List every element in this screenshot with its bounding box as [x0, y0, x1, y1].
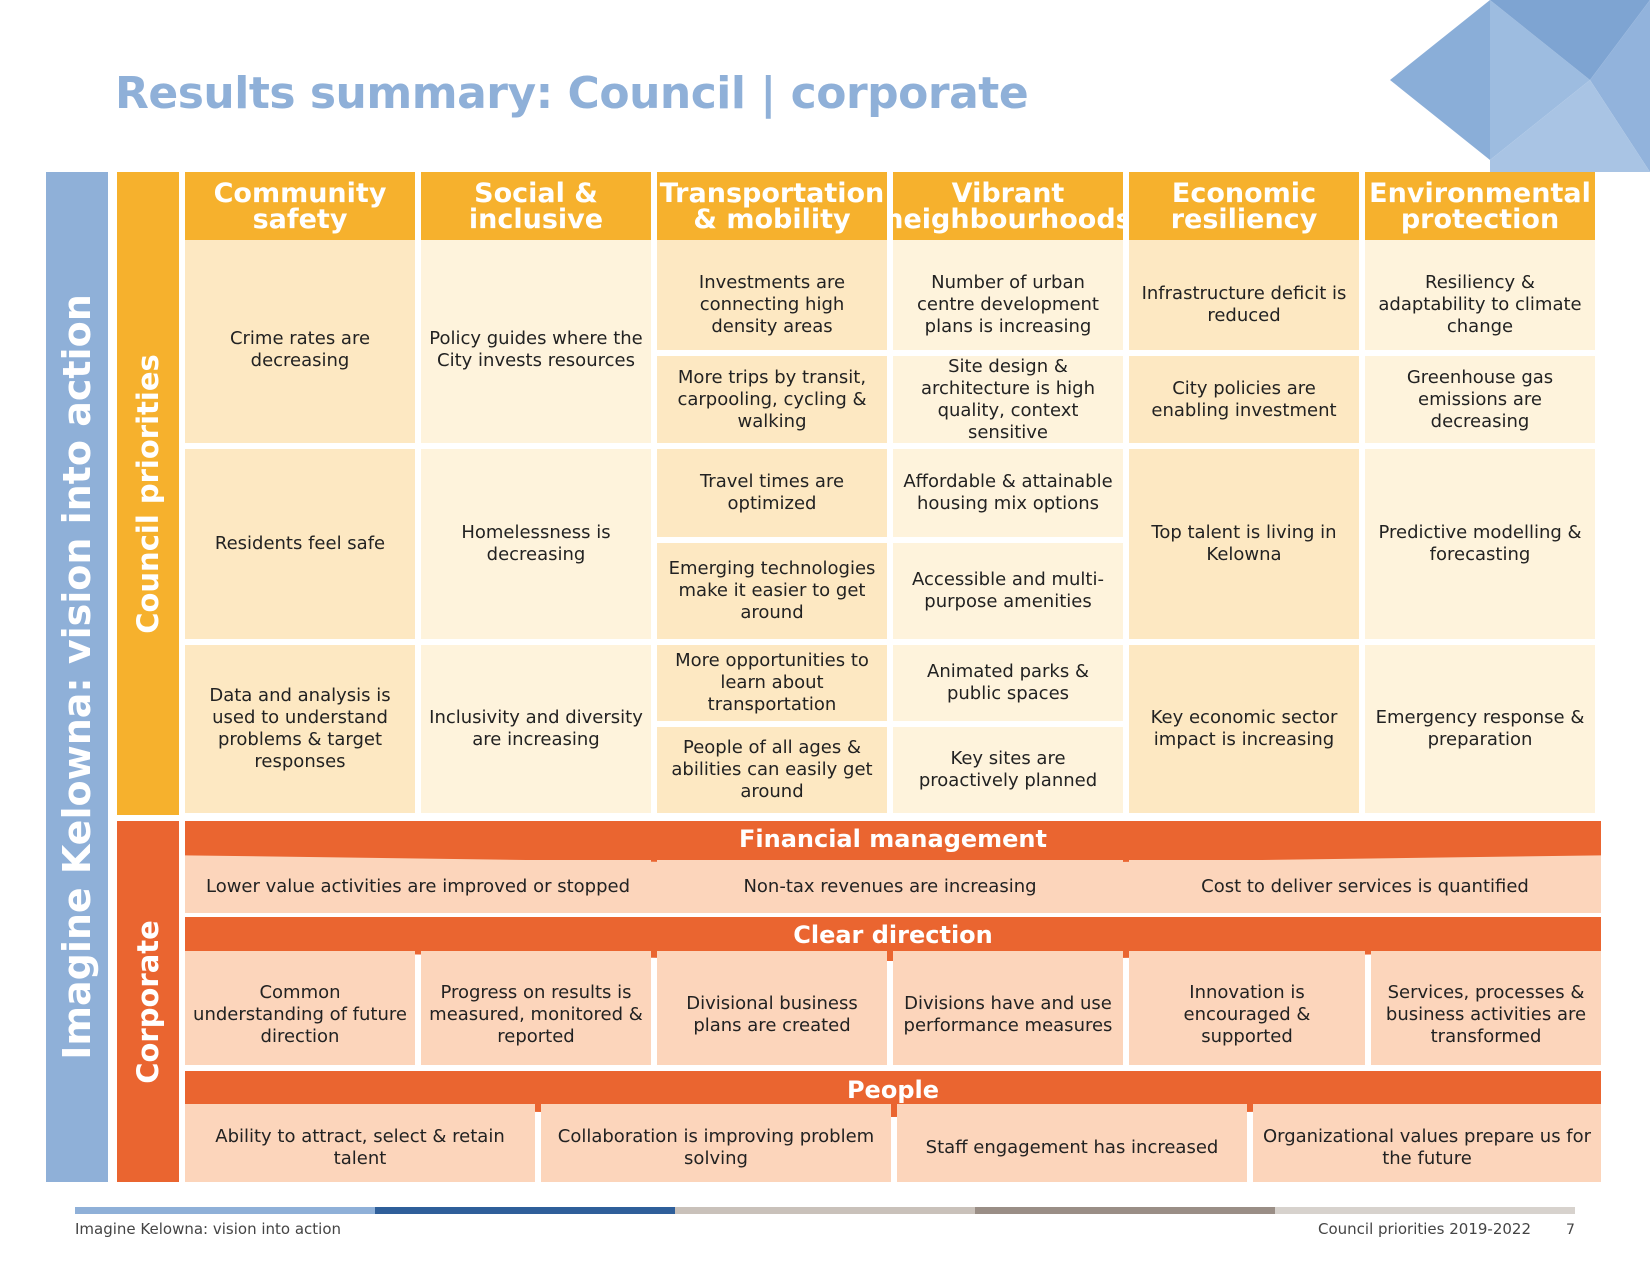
financial-item-lower-value: Lower value activities are improved or s…	[185, 860, 651, 913]
transport-cell-all-ages: People of all ages & abilities can easil…	[657, 727, 887, 813]
social-cell-policy-guides: Policy guides where the City invests res…	[421, 240, 651, 443]
people-item-organizational-values: Organizational values prepare us for the…	[1253, 1104, 1601, 1182]
vibrant-cell-urban-centre: Number of urban centre development plans…	[893, 240, 1123, 350]
footer-right-text: Council priorities 2019-2022	[1318, 1220, 1532, 1238]
vision-side-bar: Imagine Kelowna: vision into action	[46, 172, 108, 1182]
header-community-safety: Community safety	[185, 172, 415, 254]
direction-item-innovation: Innovation is encouraged & supported	[1129, 951, 1365, 1065]
footer-strip-light-gray	[675, 1207, 975, 1214]
economic-cell-top-talent: Top talent is living in Kelowna	[1129, 449, 1359, 639]
footer-strip-pale-gray	[1275, 1207, 1575, 1214]
financial-item-cost-quantified: Cost to deliver services is quantified	[1129, 860, 1601, 913]
financial-item-non-tax-revenues: Non-tax revenues are increasing	[657, 860, 1123, 913]
social-cell-inclusivity: Inclusivity and diversity are increasing	[421, 645, 651, 813]
community-cell-residents-safe: Residents feel safe	[185, 449, 415, 639]
direction-item-performance-measures: Divisions have and use performance measu…	[893, 951, 1123, 1065]
footer-strip-dark-blue	[375, 1207, 675, 1214]
people-item-staff-engagement: Staff engagement has increased	[897, 1104, 1247, 1182]
corporate-label: Corporate	[131, 919, 165, 1084]
people-item-attract-talent: Ability to attract, select & retain tale…	[185, 1104, 535, 1182]
community-cell-crime-rates: Crime rates are decreasing	[185, 240, 415, 443]
page-title: Results summary: Council | corporate	[115, 68, 1029, 119]
vision-side-label: Imagine Kelowna: vision into action	[55, 294, 99, 1060]
council-priorities-label: Council priorities	[131, 353, 166, 634]
vibrant-cell-parks: Animated parks & public spaces	[893, 645, 1123, 721]
transport-cell-investments: Investments are connecting high density …	[657, 240, 887, 350]
economic-cell-key-sector: Key economic sector impact is increasing	[1129, 645, 1359, 813]
environment-cell-predictive: Predictive modelling & forecasting	[1365, 449, 1595, 639]
footer-strip-dark-gray	[975, 1207, 1275, 1214]
environment-cell-emergency: Emergency response & preparation	[1365, 645, 1595, 813]
economic-cell-infrastructure: Infrastructure deficit is reduced	[1129, 240, 1359, 350]
financial-management-band: Financial management	[185, 821, 1601, 865]
decorative-triangles	[1390, 0, 1650, 172]
page-number: 7	[1566, 1222, 1575, 1238]
environment-cell-greenhouse: Greenhouse gas emissions are decreasing	[1365, 356, 1595, 443]
environment-cell-resiliency: Resiliency & adaptability to climate cha…	[1365, 240, 1595, 350]
corporate-bar: Corporate	[117, 821, 179, 1182]
vibrant-cell-amenities: Accessible and multi-purpose amenities	[893, 543, 1123, 639]
direction-item-progress: Progress on results is measured, monitor…	[421, 951, 651, 1065]
vibrant-cell-key-sites: Key sites are proactively planned	[893, 727, 1123, 813]
direction-item-services-transformed: Services, processes & business activitie…	[1371, 951, 1601, 1065]
transport-cell-emerging-tech: Emerging technologies make it easier to …	[657, 543, 887, 639]
community-cell-data-analysis: Data and analysis is used to understand …	[185, 645, 415, 813]
transport-cell-travel-times: Travel times are optimized	[657, 449, 887, 537]
council-priorities-bar: Council priorities	[117, 172, 179, 815]
transport-cell-more-trips: More trips by transit, carpooling, cycli…	[657, 356, 887, 443]
economic-cell-city-policies: City policies are enabling investment	[1129, 356, 1359, 443]
footer-strip-light-blue	[75, 1207, 375, 1214]
transport-cell-learn-transportation: More opportunities to learn about transp…	[657, 645, 887, 721]
social-cell-homelessness: Homelessness is decreasing	[421, 449, 651, 639]
people-item-collaboration: Collaboration is improving problem solvi…	[541, 1104, 891, 1182]
direction-item-business-plans: Divisional business plans are created	[657, 951, 887, 1065]
vibrant-cell-affordable-housing: Affordable & attainable housing mix opti…	[893, 449, 1123, 537]
direction-item-common-understanding: Common understanding of future direction	[185, 951, 415, 1065]
footer-left-text: Imagine Kelowna: vision into action	[75, 1220, 342, 1238]
vibrant-cell-site-design: Site design & architecture is high quali…	[893, 356, 1123, 443]
